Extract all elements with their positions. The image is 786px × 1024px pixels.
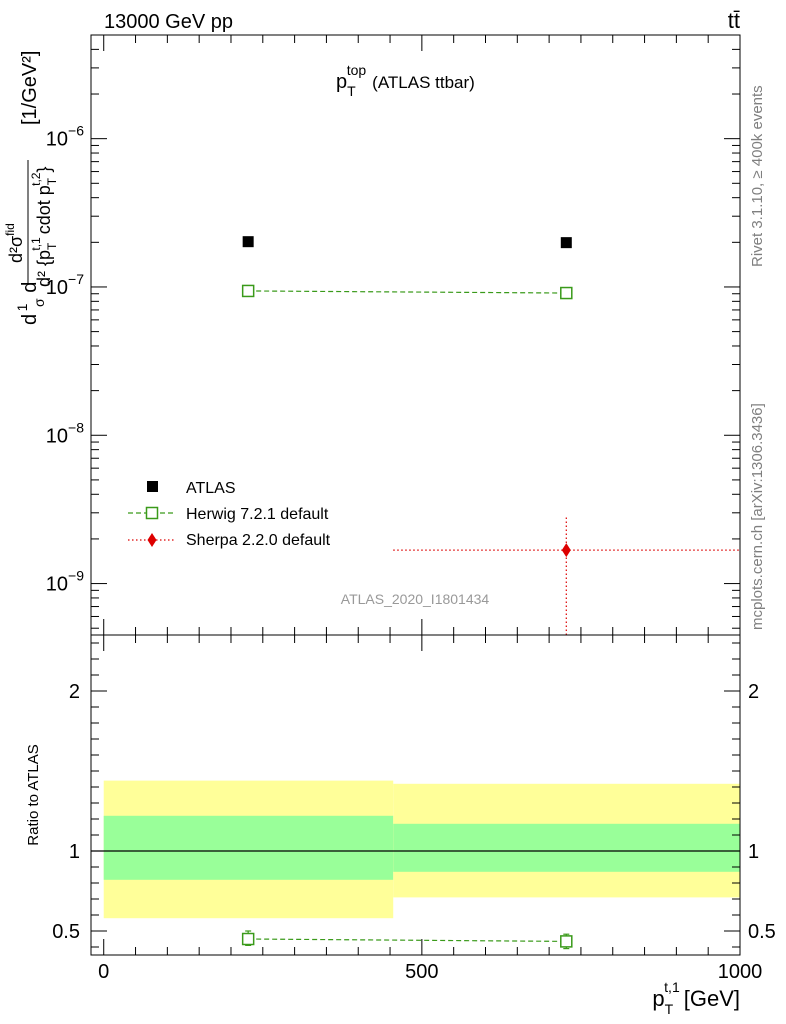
main-panel: 10−910−810−710−6 pTtop(ATLAS ttbar) ATLA… <box>3 34 741 636</box>
legend-herwig-label: Herwig 7.2.1 default <box>186 506 329 523</box>
ratio-point-0-0 <box>241 932 255 946</box>
main-title-sub: T <box>347 83 356 99</box>
ylabel-sup-t2: t,2 <box>29 172 43 186</box>
ratio-series-line <box>248 938 567 943</box>
ratio-frame <box>90 634 741 956</box>
data-point-0-1 <box>560 237 572 249</box>
ratio-x-tick-label: 1000 <box>718 961 763 983</box>
main-title: pTtop (ATLAS ttbar) <box>336 62 475 99</box>
legend-atlas-marker <box>147 481 158 492</box>
xlabel-units: [GeV] <box>684 986 740 1011</box>
main-y-tick-label: 10−9 <box>46 568 84 596</box>
legend-atlas-label: ATLAS <box>186 480 236 497</box>
ylabel-d2: d <box>19 282 41 293</box>
ratio-y-tick-label-right: 1 <box>748 841 759 863</box>
xlabel-sup: t,1 <box>664 979 680 995</box>
ratio-y-tick-label-right: 2 <box>748 681 759 703</box>
main-title-base: p <box>336 71 347 93</box>
header-left-label: 13000 GeV pp <box>104 11 233 33</box>
xlabel-base: p <box>652 986 664 1011</box>
main-y-tick-label: 10−7 <box>46 271 84 299</box>
ratio-y-tick-label-left: 0.5 <box>52 921 80 943</box>
ylabel-sup-t1: t,1 <box>29 237 43 251</box>
main-tick-marks <box>91 34 741 635</box>
xlabel-sub: T <box>665 1001 674 1017</box>
main-y-label: d 1 σ d d²σfid d² {pTt,1cdot pTt,2} [1/G… <box>3 51 59 325</box>
data-point-1-0 <box>241 284 255 298</box>
watermark: ATLAS_2020_I1801434 <box>341 591 490 607</box>
ratio-point-0-1 <box>560 935 573 948</box>
legend: ATLAS Herwig 7.2.1 default Sherpa 2.2.0 … <box>128 480 331 549</box>
ylabel-sub-t-2: T <box>45 177 59 185</box>
ylabel-frac-num: 1 <box>14 303 30 311</box>
ratio-bands <box>91 780 740 919</box>
main-series <box>241 236 740 635</box>
ratio-y-tick-label-right: 0.5 <box>748 921 776 943</box>
ylabel-num: d²σ <box>6 236 26 263</box>
legend-sherpa-marker <box>147 533 157 547</box>
data-point-2-0 <box>561 543 571 558</box>
ratio-y-tick-label-left: 2 <box>69 681 80 703</box>
main-title-rest: (ATLAS ttbar) <box>372 73 475 92</box>
ylabel-num-sup: fid <box>3 223 17 236</box>
ylabel-frac-den: σ <box>31 298 47 307</box>
rivet-label: Rivet 3.1.10, ≥ 400k events <box>749 85 766 267</box>
main-y-label-num: d²σfid <box>3 223 26 263</box>
ratio-x-tick-labels: 0 500 1000 <box>98 961 762 983</box>
main-y-tick-label: 10−6 <box>46 123 84 151</box>
ylabel-den: d² {p <box>34 250 54 287</box>
stat-uncertainty-band-1 <box>393 823 740 872</box>
ratio-panel: 0.5 0.5 1 1 2 2 0 500 1000 Ratio to ATLAS pTt,1… <box>25 634 776 1017</box>
legend-herwig-marker <box>145 506 159 520</box>
ratio-x-label: pTt,1 [GeV] <box>652 979 740 1017</box>
main-y-label-den: d² {pTt,1cdot pTt,2} <box>29 167 59 287</box>
ylabel-units: [1/GeV²] <box>19 51 41 125</box>
data-point-0-0 <box>242 236 254 248</box>
legend-sherpa-label: Sherpa 2.2.0 default <box>186 532 331 549</box>
main-title-sup: top <box>347 62 367 78</box>
ylabel-den-tail: cdot p <box>34 185 54 234</box>
stat-uncertainty-band-0 <box>103 815 394 880</box>
main-y-label-text: d 1 σ d <box>10 282 49 325</box>
ylabel-close: } <box>34 167 54 173</box>
ratio-x-tick-label: 500 <box>405 961 438 983</box>
ratio-y-tick-labels: 0.5 0.5 1 1 2 2 <box>52 681 776 943</box>
ratio-series <box>241 930 573 950</box>
ylabel-sub-t-1: T <box>45 242 59 250</box>
mcplots-label: mcplots.cern.ch [arXiv:1306.3436] <box>749 403 766 630</box>
ratio-tick-marks <box>91 635 741 955</box>
ratio-x-tick-label: 0 <box>98 961 109 983</box>
data-point-1-1 <box>560 286 573 300</box>
main-y-tick-labels: 10−9 10−8 10−7 10−6 <box>46 123 84 596</box>
ylabel-prefix: d <box>19 314 41 325</box>
main-y-tick-label: 10−8 <box>46 419 84 447</box>
ratio-y-label: Ratio to ATLAS <box>25 744 42 845</box>
header-right-label: tt̄ <box>728 8 740 33</box>
ratio-y-tick-label-left: 1 <box>69 841 80 863</box>
series-line-1 <box>248 290 567 294</box>
